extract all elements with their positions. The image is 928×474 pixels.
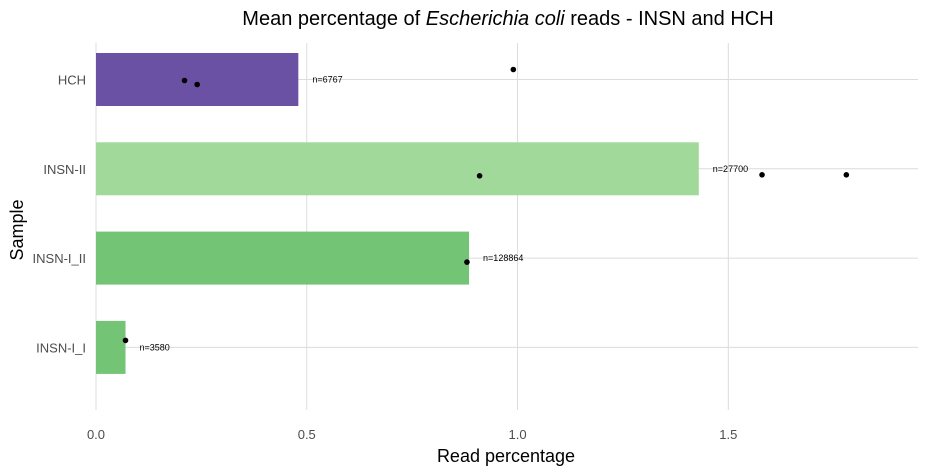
bars xyxy=(96,53,699,374)
data-point xyxy=(476,173,483,179)
n-labels: n=6767 n=27700 n=128864 n=3580 xyxy=(140,75,749,353)
x-tick-labels: 0.0 0.5 1.0 1.5 xyxy=(87,427,737,442)
chart-title-prefix: Mean percentage of xyxy=(242,8,425,30)
bar-INSN-I_I xyxy=(96,320,126,374)
n-label: n=27700 xyxy=(713,164,748,174)
y-tick-labels: HCH INSN-II INSN-I_II INSN-I_I xyxy=(33,73,86,356)
n-label: n=3580 xyxy=(140,342,170,352)
y-tick-label: INSN-I_I xyxy=(36,340,86,355)
x-tick-label: 0.0 xyxy=(87,427,105,442)
bar-INSN-I_II xyxy=(96,231,470,285)
n-label: n=128864 xyxy=(483,253,523,263)
chart-title: Mean percentage of Escherichia coli read… xyxy=(242,8,773,30)
x-tick-label: 1.0 xyxy=(508,427,526,442)
x-tick-label: 1.5 xyxy=(719,427,737,442)
y-axis-title: Sample xyxy=(7,199,27,260)
bar-HCH xyxy=(96,53,299,106)
x-tick-label: 0.5 xyxy=(298,427,316,442)
data-point xyxy=(843,172,850,178)
data-point xyxy=(194,81,200,88)
n-label: n=6767 xyxy=(312,75,342,85)
chart-title-species: Escherichia coli xyxy=(426,8,566,30)
data-point xyxy=(122,337,129,344)
data-point xyxy=(464,259,470,265)
bar-INSN-II xyxy=(96,142,699,196)
data-point xyxy=(759,172,765,178)
x-axis-title: Read percentage xyxy=(437,446,575,466)
chart-title-suffix: reads - INSN and HCH xyxy=(565,8,774,30)
y-tick-label: INSN-II xyxy=(43,162,86,177)
data-point xyxy=(181,77,188,84)
y-tick-label: INSN-I_II xyxy=(33,251,86,266)
y-tick-label: HCH xyxy=(58,73,86,88)
data-points xyxy=(122,66,850,344)
data-point xyxy=(510,66,517,73)
